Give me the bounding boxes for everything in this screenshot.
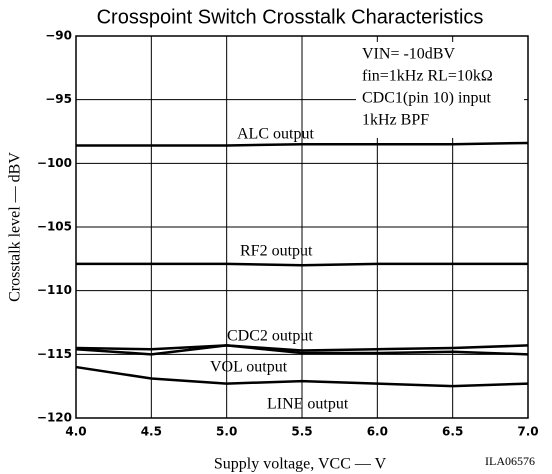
y-tick-label: −90 [45,29,72,43]
y-tick-label: −95 [45,92,72,106]
x-tick-label: 4.0 [65,425,86,439]
series-label: RF2 output [240,243,313,260]
x-tick-label: 4.5 [141,425,162,439]
y-tick-label: −110 [37,283,72,297]
annotation: fin=1kHz RL=10kΩ [362,68,493,85]
annotation: 1kHz BPF [362,112,429,129]
series-line [75,365,529,388]
y-tick-label: −115 [37,347,72,361]
annotation: VIN= -10dBV [362,46,455,63]
series-label: ALC output [237,126,314,143]
figure-code: ILA06576 [485,454,535,468]
y-tick-label: −100 [37,156,72,170]
y-tick-label: −120 [37,411,72,425]
series-line [76,141,529,147]
y-axis-label: Crosstalk level — dBV [7,152,24,302]
x-tick-label: 5.0 [216,425,237,439]
annotation-box [356,42,524,138]
x-tick-label: 7.0 [517,425,538,439]
series-label: LINE output [267,396,349,413]
plot-border [75,35,529,419]
y-tick-label: −105 [37,220,72,234]
x-axis-label: Supply voltage, VCC — V [214,456,387,473]
x-tick-label: 6.0 [367,425,388,439]
x-tick-label: 6.5 [442,425,463,439]
chart-title: Crosspoint Switch Crosstalk Characterist… [97,6,484,28]
series-line [75,344,529,352]
series-label: VOL output [210,359,288,376]
series-label: CDC2 output [227,328,313,345]
series-line [76,262,528,267]
x-tick-label: 5.5 [291,425,312,439]
annotation: CDC1(pin 10) input [362,90,491,107]
series-line [75,344,529,356]
